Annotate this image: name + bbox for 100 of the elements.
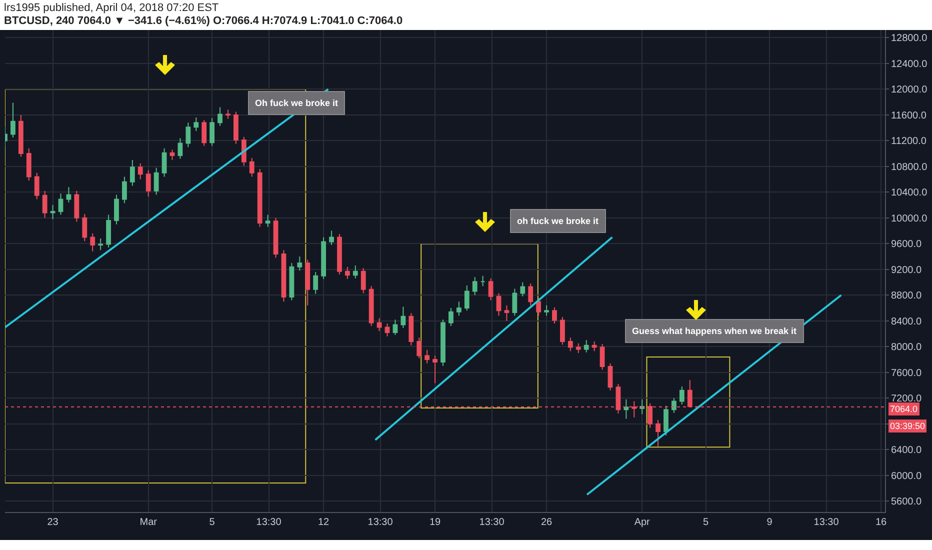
candlestick	[186, 122, 191, 148]
candlestick	[360, 268, 366, 294]
y-tick-label: 6000.0	[891, 470, 922, 482]
y-tick-label: 8400.0	[891, 316, 922, 328]
candlestick	[600, 344, 605, 370]
annotation: oh fuck we broke it	[517, 216, 599, 226]
y-tick-label: 6400.0	[891, 445, 922, 456]
y-tick-label: 7600.0	[891, 368, 922, 379]
candlestick	[18, 114, 24, 158]
y-tick-label: 12400.0	[891, 58, 928, 70]
candlestick	[616, 383, 621, 414]
y-tick-label: 9600.0	[891, 239, 922, 250]
y-tick-label: 7200.0	[891, 394, 922, 405]
x-tick-label: 13:30	[256, 517, 282, 528]
candlestick	[664, 405, 668, 436]
candlestick	[592, 340, 597, 352]
candlestick	[50, 204, 56, 220]
candlestick	[202, 120, 207, 146]
candlestick	[90, 232, 96, 252]
y-tick-label: 5600.0	[891, 496, 922, 508]
candlestick	[496, 292, 502, 316]
candlestick	[329, 230, 334, 246]
candlestick	[138, 162, 143, 180]
candlestick	[114, 194, 119, 225]
candlestick	[226, 109, 230, 120]
y-tick-label: 11600.0	[891, 110, 927, 122]
x-tick-label: 13:30	[479, 517, 505, 528]
candlestick	[687, 380, 692, 408]
x-tick-label: Apr	[634, 517, 651, 528]
candlestick	[528, 283, 534, 306]
candlestick	[672, 398, 676, 414]
candlestick	[384, 322, 390, 337]
candlestick	[82, 214, 88, 242]
candlestick	[218, 106, 222, 126]
candlestick	[464, 284, 470, 312]
annotation: Oh fuck we broke it	[255, 98, 338, 108]
x-tick-label: 5	[703, 517, 710, 528]
candlestick	[456, 301, 462, 316]
candlestick	[194, 117, 199, 132]
candlestick	[408, 312, 414, 346]
candlestick	[480, 275, 486, 287]
x-tick-label: 16	[875, 517, 888, 528]
candlestick	[210, 118, 215, 146]
x-tick-label: Mar	[140, 517, 158, 528]
candlestick	[520, 282, 526, 297]
candlestick	[440, 319, 446, 366]
candlestick	[305, 259, 310, 306]
candlestick	[368, 286, 374, 327]
candlestick	[170, 149, 175, 160]
candlestick	[679, 386, 684, 406]
candlestick	[10, 102, 16, 138]
candlestick	[544, 304, 549, 316]
candlestick	[257, 168, 262, 228]
candlestick	[512, 288, 518, 316]
candlestick	[66, 186, 72, 203]
candlestick	[488, 278, 494, 301]
candlestick	[162, 148, 167, 178]
candlestick	[568, 337, 573, 352]
candlestick	[432, 355, 438, 384]
x-tick-label: 19	[429, 517, 442, 528]
text: 03:39:50	[890, 421, 926, 431]
candlestick	[122, 176, 127, 204]
candlestick	[560, 316, 565, 346]
x-tick-label: 13:30	[368, 517, 394, 528]
candlestick	[624, 398, 629, 420]
candlestick	[289, 262, 294, 301]
candlestick	[448, 308, 454, 327]
chart-title: lrs1995 published, April 04, 2018 07:20 EST	[4, 2, 220, 15]
candlestick	[536, 297, 542, 316]
candlestick	[265, 214, 270, 228]
candlestick	[416, 337, 422, 359]
candlestick	[472, 276, 478, 296]
x-tick-label: 13:30	[814, 517, 840, 528]
y-tick-label: 11200.0	[891, 136, 927, 148]
y-tick-label: 12800.0	[891, 33, 928, 44]
annotation: Guess what happens when we break it	[632, 326, 797, 336]
candlestick	[34, 172, 40, 200]
y-tick-label: 8000.0	[891, 342, 922, 354]
x-tick-label: 23	[47, 517, 59, 528]
x-tick-label: 9	[766, 517, 773, 528]
candlestick	[130, 159, 135, 186]
x-tick-label: 5	[209, 517, 216, 528]
y-tick-label: 8800.0	[891, 290, 922, 302]
candlestick	[313, 271, 318, 294]
candlestick	[234, 111, 238, 144]
candlestick	[26, 148, 32, 182]
candlestick	[576, 342, 581, 354]
candlestick	[281, 250, 286, 302]
candlestick	[632, 400, 637, 418]
candlestick	[146, 170, 151, 198]
candlestick	[42, 190, 48, 218]
candlestick	[106, 214, 111, 248]
candlestick	[297, 256, 302, 272]
candlestick	[584, 340, 589, 353]
y-tick-label: 10400.0	[891, 188, 928, 199]
candlestick	[648, 402, 653, 428]
candlestick	[321, 236, 326, 280]
chart-subtitle: BTCUSD, 240 7064.0 ▼ −341.6 (−4.61%) O:7066.4 H:7074.9 L:7041.0 C:7064.0	[4, 15, 404, 28]
candlestick	[337, 234, 342, 276]
candlestick	[552, 306, 557, 324]
